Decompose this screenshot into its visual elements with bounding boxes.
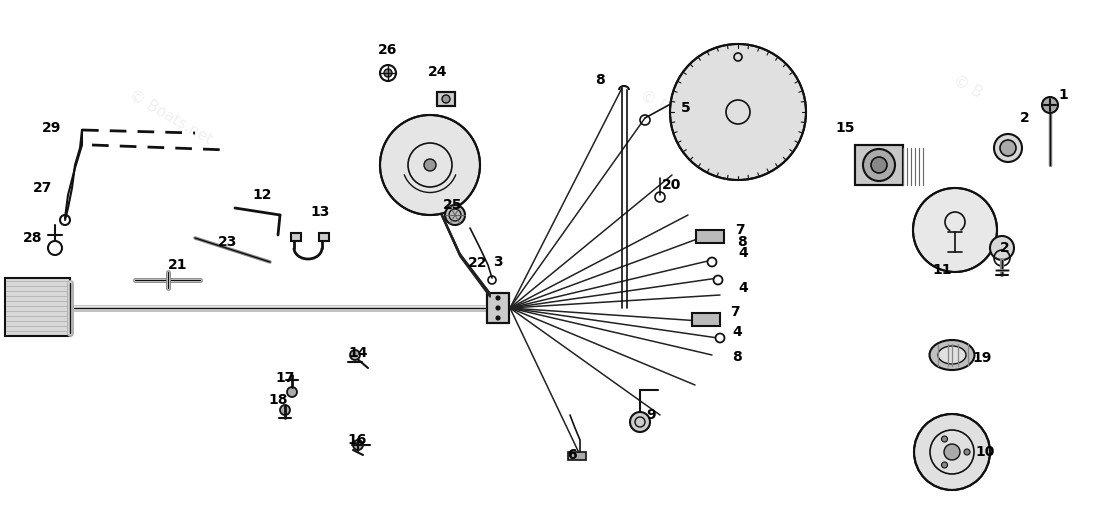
Text: 6: 6: [568, 448, 576, 462]
Bar: [487, 293, 509, 323]
Text: 21: 21: [168, 258, 188, 272]
Circle shape: [1042, 97, 1058, 113]
Text: 24: 24: [428, 65, 448, 79]
Text: 26: 26: [378, 43, 398, 57]
Text: 12: 12: [252, 188, 272, 202]
Circle shape: [942, 462, 947, 468]
Circle shape: [424, 159, 436, 171]
Circle shape: [496, 306, 500, 310]
Ellipse shape: [938, 346, 966, 364]
Text: 3: 3: [493, 255, 503, 269]
Text: 16: 16: [348, 433, 366, 447]
Bar: [292, 233, 301, 241]
Text: 28: 28: [23, 231, 43, 245]
Text: 20: 20: [662, 178, 682, 192]
Circle shape: [496, 316, 500, 320]
Bar: [692, 313, 720, 326]
Text: 27: 27: [33, 181, 53, 195]
Text: 8: 8: [595, 73, 605, 87]
Text: 11: 11: [933, 263, 952, 277]
Bar: [855, 145, 903, 185]
Text: 2: 2: [1020, 111, 1030, 125]
Text: 19: 19: [972, 351, 992, 365]
Circle shape: [715, 333, 725, 343]
Text: 13: 13: [310, 205, 330, 219]
Circle shape: [942, 436, 947, 442]
Bar: [487, 293, 509, 323]
Text: 1: 1: [1058, 88, 1068, 102]
Text: 5: 5: [681, 101, 691, 115]
Circle shape: [280, 405, 290, 415]
Text: © B: © B: [952, 73, 984, 101]
Text: 4: 4: [733, 325, 741, 339]
Text: 15: 15: [835, 121, 855, 135]
Bar: [568, 452, 586, 460]
Circle shape: [287, 387, 297, 397]
Circle shape: [964, 449, 970, 455]
Text: 8: 8: [737, 235, 747, 249]
Text: 2: 2: [1000, 241, 1010, 255]
Text: 17: 17: [275, 371, 295, 385]
Circle shape: [944, 444, 960, 460]
Circle shape: [914, 414, 990, 490]
Text: 18: 18: [268, 393, 288, 407]
Circle shape: [994, 134, 1022, 162]
Text: 9: 9: [646, 408, 656, 422]
Bar: [437, 92, 455, 106]
Text: 7: 7: [730, 305, 740, 319]
Ellipse shape: [930, 340, 975, 370]
Circle shape: [353, 440, 363, 450]
Text: 7: 7: [735, 223, 745, 237]
Bar: [6, 278, 70, 336]
Circle shape: [630, 412, 650, 432]
Text: 4: 4: [738, 281, 748, 295]
Circle shape: [714, 275, 723, 285]
Bar: [696, 230, 724, 243]
Bar: [855, 145, 903, 185]
Circle shape: [379, 115, 480, 215]
Circle shape: [442, 95, 450, 103]
Circle shape: [1000, 140, 1016, 156]
Circle shape: [707, 258, 716, 267]
Text: © Boats.net: © Boats.net: [126, 88, 214, 147]
Text: 14: 14: [349, 346, 367, 360]
Circle shape: [871, 157, 887, 173]
Text: 8: 8: [733, 350, 741, 364]
Circle shape: [990, 236, 1014, 260]
Circle shape: [670, 44, 806, 180]
Circle shape: [384, 69, 392, 77]
Circle shape: [864, 149, 895, 181]
Text: © Boats.net: © Boats.net: [638, 88, 726, 147]
Circle shape: [350, 350, 360, 360]
Bar: [437, 92, 455, 106]
Text: 23: 23: [218, 235, 238, 249]
Bar: [319, 233, 329, 241]
Text: 29: 29: [42, 121, 62, 135]
Text: 4: 4: [738, 246, 748, 260]
Circle shape: [913, 188, 997, 272]
Text: 25: 25: [443, 198, 463, 212]
Text: 10: 10: [976, 445, 994, 459]
Text: 22: 22: [469, 256, 487, 270]
Circle shape: [496, 296, 500, 300]
Circle shape: [446, 205, 465, 225]
